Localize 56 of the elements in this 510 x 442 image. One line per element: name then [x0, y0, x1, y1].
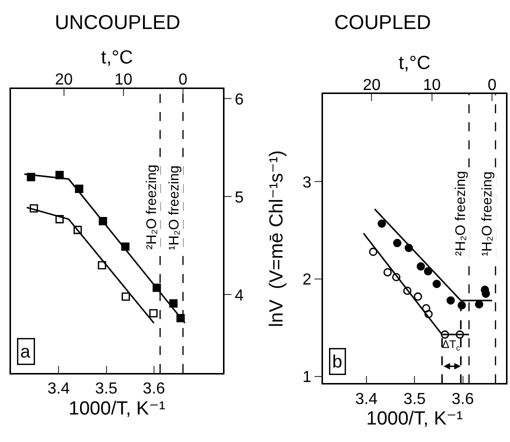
- point: [55, 215, 64, 224]
- x-tick-label: 3.4: [355, 390, 378, 408]
- x-tick-label: 3.4: [48, 380, 70, 398]
- point: [149, 309, 158, 318]
- point: [416, 262, 425, 271]
- x2-tick-label: 10: [114, 72, 132, 89]
- point: [424, 310, 433, 318]
- x-tick-label: 3.6: [452, 390, 474, 408]
- ref-line-label: ¹H₂O freezing: [166, 165, 182, 250]
- y-axis-title: lnV (V=mē Chl⁻¹s⁻¹): [266, 150, 288, 328]
- x2-tick-label: 20: [54, 72, 73, 89]
- ref-line-label: ²H₂O freezing: [142, 164, 159, 250]
- point: [383, 268, 392, 276]
- x-axis-title: 1000/T, K⁻¹: [366, 408, 463, 430]
- x-axis-title: 1000/T, K⁻¹: [68, 398, 166, 420]
- point: [378, 219, 386, 228]
- point: [74, 226, 82, 234]
- y-tick-label: 6: [234, 91, 244, 108]
- point: [482, 290, 490, 298]
- point: [369, 248, 378, 256]
- point: [403, 286, 412, 295]
- ref-line-label: ²H₂O freezing: [452, 171, 468, 256]
- point: [98, 261, 106, 270]
- point: [30, 204, 38, 213]
- point: [422, 304, 430, 312]
- x2-tick-label: 0: [178, 72, 188, 89]
- point: [440, 330, 450, 339]
- x2-tick-label: 10: [423, 76, 441, 94]
- annotation: b: [332, 351, 342, 372]
- point: [122, 292, 130, 301]
- point: [432, 280, 441, 288]
- x2-axis-title: t,°C: [101, 47, 133, 68]
- x-tick-label: 3.5: [403, 390, 426, 408]
- point: [74, 184, 84, 193]
- point: [392, 272, 400, 282]
- point: [446, 296, 455, 305]
- y-tick-label: 3: [302, 174, 312, 192]
- x2-tick-label: 0: [488, 76, 497, 94]
- point: [414, 292, 422, 301]
- y-tick-label: 4: [234, 287, 244, 304]
- point: [424, 267, 432, 276]
- y-tick-label: 1: [302, 368, 312, 386]
- x2-axis-title: t,°C: [398, 52, 431, 74]
- x-tick-label: 3.6: [142, 380, 166, 398]
- ref-line-label: ¹H₂O freezing: [478, 172, 495, 256]
- point: [474, 300, 484, 309]
- point: [456, 330, 464, 339]
- y-tick-label: 5: [234, 189, 244, 206]
- chart-title: UNCOUPLED: [54, 12, 180, 34]
- chart-title: COUPLED: [334, 12, 431, 34]
- x-tick-label: 3.5: [95, 380, 118, 398]
- point: [393, 238, 402, 248]
- x2-tick-label: 20: [362, 76, 381, 94]
- annotation: ΔT$_{c}$: [442, 339, 460, 352]
- y-tick-label: 2: [302, 272, 312, 289]
- annotation: a: [20, 341, 32, 362]
